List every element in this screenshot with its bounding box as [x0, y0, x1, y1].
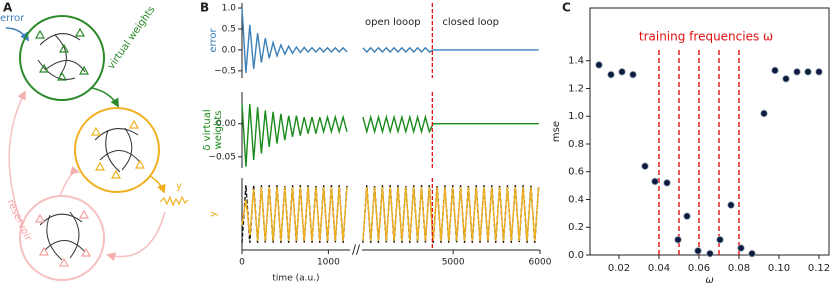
data-point [771, 66, 779, 75]
y-tick-label: 1.2 [568, 83, 584, 94]
data-point [651, 177, 659, 186]
label: y [176, 181, 182, 192]
arrow [59, 165, 80, 197]
series-line [241, 7, 348, 74]
arrow [149, 175, 166, 194]
annotation: closed loop [442, 17, 499, 28]
data-point [607, 70, 615, 79]
x-axis-label: ω [705, 275, 713, 285]
series-line [241, 186, 348, 242]
y-axis-label: y [208, 211, 219, 217]
data-point [706, 249, 714, 258]
y-tick-label: 0.2 [568, 222, 584, 233]
x-tick-label: 1000 [317, 258, 340, 268]
arrow [5, 27, 29, 42]
y-tick-label: 1.4 [568, 56, 584, 67]
series-line [362, 114, 539, 135]
y-tick-label: 0.4 [568, 194, 584, 205]
data-point [727, 201, 735, 209]
series-line [241, 103, 348, 167]
output-trace [159, 195, 189, 207]
x-tick-label: 5000 [442, 258, 465, 268]
data-point [748, 249, 756, 258]
data-point [737, 244, 745, 252]
weights-node [19, 15, 105, 101]
neurons [34, 27, 90, 81]
y-tick-label: 1.0 [568, 111, 584, 122]
y-tick-label: 0.6 [568, 167, 584, 178]
y-tick-label: 1.0 [222, 4, 237, 14]
arrow [8, 90, 26, 226]
x-tick-label: 0 [239, 258, 245, 268]
arrow [91, 87, 119, 108]
data-point [694, 247, 702, 255]
data-point [663, 179, 671, 187]
series-line [362, 46, 539, 54]
plot-frame [589, 7, 830, 256]
data-point [815, 68, 823, 76]
connections [37, 33, 141, 261]
y-tick-label: 0.5 [222, 24, 236, 34]
data-point [782, 75, 790, 83]
y-tick-label: −0.05 [208, 152, 236, 162]
data-point [674, 236, 682, 244]
arrow [106, 211, 166, 262]
y-tick-label: −0.5 [214, 66, 236, 76]
x-tick-label: 0.06 [688, 263, 710, 274]
data-point [683, 212, 691, 220]
y-tick-label: 0.8 [568, 139, 584, 150]
y-axis-label: error [208, 28, 219, 53]
data-point [629, 70, 637, 79]
panel-label: C [562, 1, 571, 15]
y-axis-label: mse [551, 121, 562, 142]
x-tick-label: 6000 [529, 258, 552, 268]
network-diagram [5, 15, 189, 281]
x-tick-label: 0.08 [728, 263, 750, 274]
x-axis-label: time (a.u.) [272, 274, 319, 284]
data-point [793, 68, 801, 76]
x-tick-label: 0.04 [648, 263, 670, 274]
label: virtual weights [106, 4, 158, 71]
panel-label: A [3, 1, 13, 15]
label: error [0, 13, 25, 24]
annotation: open looop [365, 17, 421, 28]
series-line [362, 186, 540, 242]
y-tick-label: 0.0 [568, 250, 584, 261]
x-tick-label: 0.10 [768, 263, 790, 274]
neurons [34, 209, 92, 267]
y-tick-label: 0.00 [216, 119, 236, 129]
y-axis-label: weights [213, 111, 224, 150]
y-tick-label: 0.0 [222, 45, 237, 55]
x-tick-label: 0.02 [608, 263, 630, 274]
axis-break: // [352, 243, 361, 257]
data-point [618, 68, 626, 76]
data-point [716, 236, 724, 244]
data-point [595, 61, 603, 69]
data-point [641, 162, 649, 170]
neurons [90, 119, 146, 179]
output-node [74, 107, 160, 193]
data-point [760, 109, 768, 118]
reservoir-node [19, 195, 105, 281]
y-axis-label: δ virtual [202, 109, 213, 150]
annotation: training frequencies ω [639, 30, 773, 44]
x-tick-label: 0.12 [808, 263, 830, 274]
data-point [804, 68, 812, 76]
panel-label: B [200, 1, 209, 15]
